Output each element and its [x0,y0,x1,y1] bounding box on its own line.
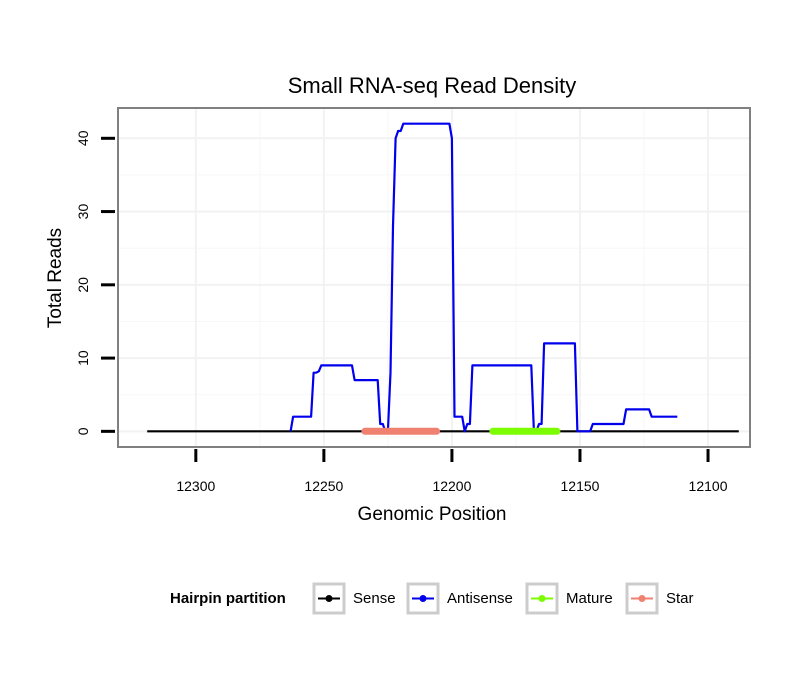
legend-label: Mature [566,590,613,607]
plot-panel-border [117,107,751,448]
legend-key-point [419,595,427,602]
legend-label: Star [666,590,694,607]
y-axis-label: Total Reads [45,228,66,328]
axis-layer: 12300 12250 12200 12150 12100 0 10 20 30 40 [75,130,728,494]
legend-key-point [538,595,546,602]
series-layer [147,122,739,435]
grid-layer [119,109,749,446]
x-tick-label: 12200 [432,478,471,494]
y-tick-label: 30 [75,204,91,220]
legend-key-point [638,595,646,602]
x-tick-label: 12300 [176,478,215,494]
legend: Hairpin partition Sense Antisense Mature St… [170,582,694,615]
y-tick-label: 10 [75,350,91,366]
x-tick-label: 12250 [304,478,343,494]
legend-label: Antisense [447,590,513,607]
x-tick-label: 12100 [689,478,728,494]
legend-item-mature: Mature [525,582,613,615]
x-axis-label: Genomic Position [358,504,507,525]
x-tick-label: 12150 [561,478,600,494]
legend-item-antisense: Antisense [406,582,513,615]
legend-title: Hairpin partition [170,590,286,607]
chart-title: Small RNA-seq Read Density [288,73,577,98]
legend-item-star: Star [625,582,694,615]
series-line-antisense [289,122,678,433]
legend-key-point [325,595,333,602]
y-tick-label: 0 [75,427,91,435]
y-tick-label: 40 [75,130,91,146]
legend-label: Sense [353,590,396,607]
legend-item-sense: Sense [312,582,396,615]
y-tick-label: 20 [75,277,91,293]
